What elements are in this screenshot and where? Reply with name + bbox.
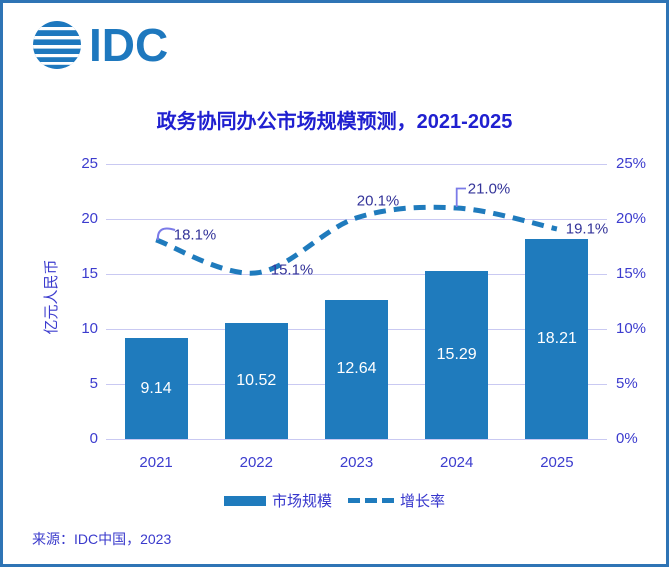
y-axis-tick-label: 15: [81, 265, 98, 282]
line-point-label: 20.1%: [356, 192, 400, 210]
right-axis-tick-label: 15%: [616, 265, 647, 282]
gridline: [106, 164, 607, 165]
right-axis-tick-label: 25%: [616, 155, 647, 172]
legend-item-market-size: 市场规模: [223, 490, 332, 511]
bar-value-label: 10.52: [236, 372, 277, 390]
chart-plot-area: 亿元人民币 0 0% 5 5% 10 10% 15 15% 20 20% 25 25% 9.14 2021…: [3, 3, 666, 564]
y-axis-tick-label: 25: [81, 155, 98, 172]
bar-value-label: 18.21: [536, 329, 577, 347]
idc-logo-text: IDC: [89, 19, 169, 71]
right-axis-tick-label: 20%: [616, 210, 647, 227]
gridline: [106, 219, 607, 220]
bar-2024: 15.29: [425, 270, 489, 439]
bar-2021: 9.14: [124, 338, 188, 439]
y-axis-tick-label: 20: [81, 210, 98, 227]
bar-value-label: 12.64: [336, 360, 377, 378]
globe-stripes-icon: [33, 21, 81, 69]
bar-value-label: 15.29: [436, 345, 477, 363]
x-axis-label-2022: 2022: [239, 454, 273, 471]
x-axis-label-2025: 2025: [540, 454, 574, 471]
legend-item-growth-rate: 增长率: [348, 490, 445, 511]
bar-2025: 18.21: [525, 238, 589, 439]
source-note: 来源：IDC中国，2023: [32, 531, 172, 547]
y-axis-tick-label: 0: [89, 430, 98, 447]
y-axis-tick-label: 5: [89, 375, 98, 392]
chart-legend: 市场规模 增长率: [3, 490, 666, 511]
line-point-label: 15.1%: [270, 261, 314, 279]
left-axis-title: 亿元人民币: [43, 259, 60, 335]
legend-label: 增长率: [400, 493, 446, 510]
bar-2023: 12.64: [325, 299, 388, 439]
y-axis-tick-label: 10: [81, 320, 98, 337]
bar-value-label: 9.14: [140, 379, 172, 397]
legend-label: 市场规模: [271, 493, 332, 510]
x-axis-label-2023: 2023: [339, 454, 374, 471]
line-point-label: 19.1%: [565, 220, 609, 238]
right-axis-tick-label: 0%: [616, 430, 638, 447]
x-axis-label-2024: 2024: [440, 454, 474, 471]
bar-swatch-icon: [223, 495, 266, 506]
right-axis-tick-label: 10%: [616, 320, 647, 337]
gridline: [106, 439, 607, 440]
bar-2022: 10.52: [224, 323, 288, 439]
dashed-line-swatch-icon: [348, 498, 394, 503]
line-point-label: 21.0%: [467, 180, 511, 198]
idc-logo: IDC: [31, 19, 168, 71]
right-axis-tick-label: 5%: [616, 375, 638, 392]
x-axis-label-2021: 2021: [139, 454, 173, 471]
chart-title: 政务协同办公市场规模预测，2021-2025: [156, 111, 513, 133]
line-point-label: 18.1%: [173, 226, 217, 244]
